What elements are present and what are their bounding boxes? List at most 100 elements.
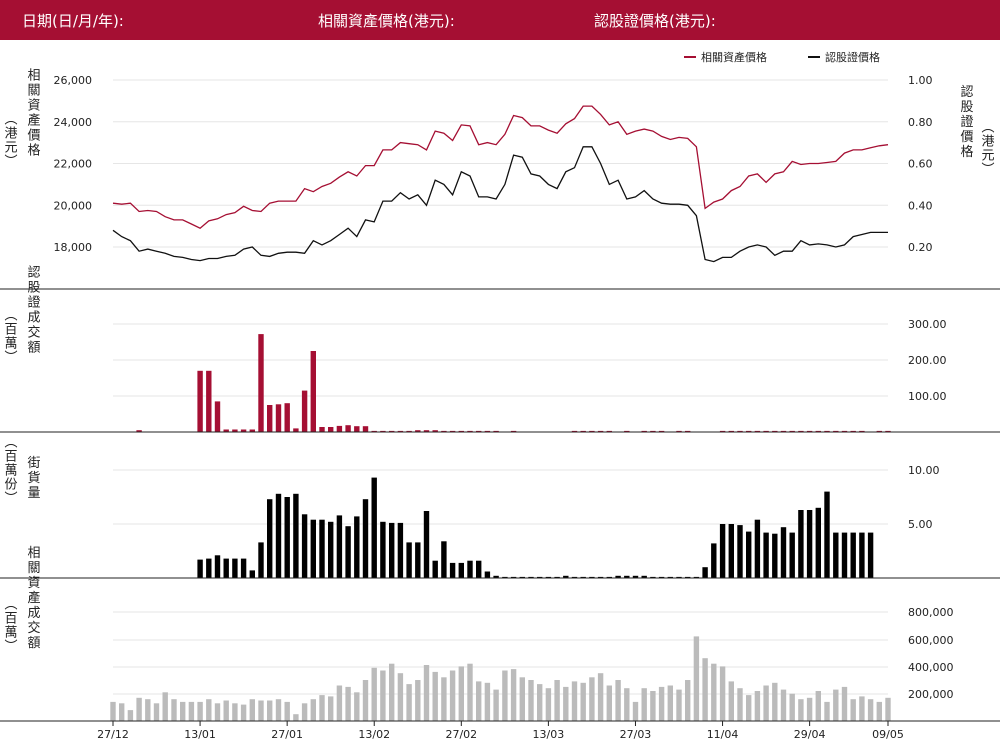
warrant-turnover-bar: [650, 430, 656, 432]
street-holding-bar: [484, 571, 491, 578]
left-tick-label: 20,000: [54, 199, 93, 212]
x-tick-label: 11/04: [707, 728, 739, 741]
left-axis-label-main: 相關資產價格: [25, 68, 41, 158]
street-holding-bar: [223, 558, 229, 578]
asset-turnover-bar: [658, 686, 665, 721]
street-holding-bar: [354, 516, 360, 578]
warrant-turnover-bar: [380, 430, 386, 432]
street-holding-bar: [676, 576, 682, 578]
warrant-turnover-bar: [763, 430, 769, 432]
asset-turnover-bar: [563, 686, 569, 721]
asset-turnover-bar: [380, 670, 386, 721]
asset-turnover-bar: [162, 692, 168, 721]
street-holding-bar: [284, 497, 290, 578]
street-holding-bar: [815, 507, 821, 578]
warrant-turnover-bar: [467, 430, 473, 432]
street-holding-bar: [746, 531, 752, 578]
street-holding-bar: [214, 555, 221, 578]
left-tick-label: 22,000: [54, 158, 93, 171]
asset-turnover-bar: [702, 658, 708, 721]
asset-turnover-tick-label: 600,000: [908, 634, 954, 647]
asset-turnover-bar: [110, 701, 116, 721]
asset-turnover-bar: [824, 701, 830, 721]
warrant-turnover-bar: [223, 429, 229, 432]
warrant-turnover-bar: [841, 430, 848, 432]
warrant-turnover-bar: [833, 430, 839, 432]
street-holding-bar: [389, 522, 395, 578]
street-holding-bar: [711, 543, 717, 578]
x-tick-label: 13/01: [184, 728, 216, 741]
asset-turnover-bar: [841, 686, 848, 721]
street-holding-bar: [415, 542, 421, 578]
street-holding-bar: [606, 576, 612, 578]
warrant-turnover-bar: [328, 427, 334, 432]
street-holding-bar: [362, 499, 369, 578]
street-holding-bar: [441, 541, 447, 578]
asset-turnover-bar: [267, 700, 273, 721]
x-tick-label: 13/02: [358, 728, 390, 741]
street-holding-axis-label: 街貨量: [25, 456, 41, 501]
street-holding-bar: [589, 576, 595, 578]
street-holding-bar: [650, 576, 656, 578]
asset-turnover-bar: [876, 701, 882, 721]
asset-turnover-bar: [171, 699, 177, 721]
street-holding-tick-label: 5.00: [908, 518, 933, 531]
asset-turnover-bar: [667, 685, 673, 721]
street-holding-bar: [763, 532, 769, 578]
asset-turnover-bar: [754, 691, 761, 721]
warrant-turnover-tick-label: 200.00: [908, 354, 947, 367]
street-holding-bar: [554, 576, 560, 578]
warrant-turnover-bar: [249, 429, 255, 432]
asset-turnover-bar: [362, 680, 369, 721]
asset-turnover-bar: [589, 677, 595, 721]
street-holding-bar: [301, 514, 308, 578]
x-tick-label: 29/04: [794, 728, 826, 741]
asset-turnover-bar: [345, 686, 351, 721]
street-holding-bar: [371, 477, 377, 578]
warrant-turnover-bar: [293, 428, 299, 432]
asset-turnover-bar: [685, 680, 691, 721]
right-axis-label-main: 認股證價格: [958, 84, 974, 160]
asset-turnover-bar: [554, 680, 560, 721]
right-tick-label: 0.60: [908, 158, 933, 171]
street-holding-bar: [658, 576, 665, 578]
street-holding-bar: [798, 510, 804, 578]
street-holding-bar: [267, 499, 273, 578]
street-holding-bar: [537, 576, 543, 578]
asset-turnover-bar: [571, 681, 578, 721]
street-holding-bar: [632, 575, 639, 578]
street-holding-bar: [528, 576, 534, 578]
asset-turnover-bar: [240, 704, 247, 721]
asset-turnover-bar: [293, 714, 299, 721]
asset-turnover-tick-label: 400,000: [908, 661, 954, 674]
asset-turnover-bar: [319, 695, 325, 721]
asset-turnover-bar: [737, 688, 743, 721]
warrant-turnover-bar: [415, 430, 421, 432]
asset-turnover-bar: [476, 681, 482, 721]
asset-turnover-bar: [711, 663, 717, 721]
street-holding-bar: [667, 576, 673, 578]
warrant-turnover-bar: [240, 429, 247, 432]
street-holding-bar: [345, 526, 351, 578]
warrant-turnover-bar: [589, 430, 595, 432]
warrant-turnover-bar: [815, 430, 821, 432]
asset-turnover-bar: [389, 663, 395, 721]
warrant-turnover-bar: [267, 405, 273, 432]
warrant-turnover-bar: [301, 390, 308, 432]
street-holding-bar: [380, 521, 386, 578]
warrant-turnover-bar: [798, 430, 804, 432]
asset-turnover-bar: [275, 699, 282, 721]
warrant-turnover-bar: [780, 430, 787, 432]
warrant-turnover-bar: [441, 430, 447, 432]
warrant-turnover-bar: [676, 430, 682, 432]
street-holding-bar: [824, 491, 830, 578]
street-holding-bar: [702, 567, 708, 578]
warrant-turnover-bar: [319, 427, 325, 432]
warrant-turnover-bar: [484, 430, 491, 432]
x-tick-label: 13/03: [533, 728, 565, 741]
asset-turnover-bar: [153, 703, 160, 721]
warrant-turnover-bar: [284, 403, 290, 432]
street-holding-bar: [519, 576, 525, 578]
street-holding-bar: [275, 493, 282, 578]
